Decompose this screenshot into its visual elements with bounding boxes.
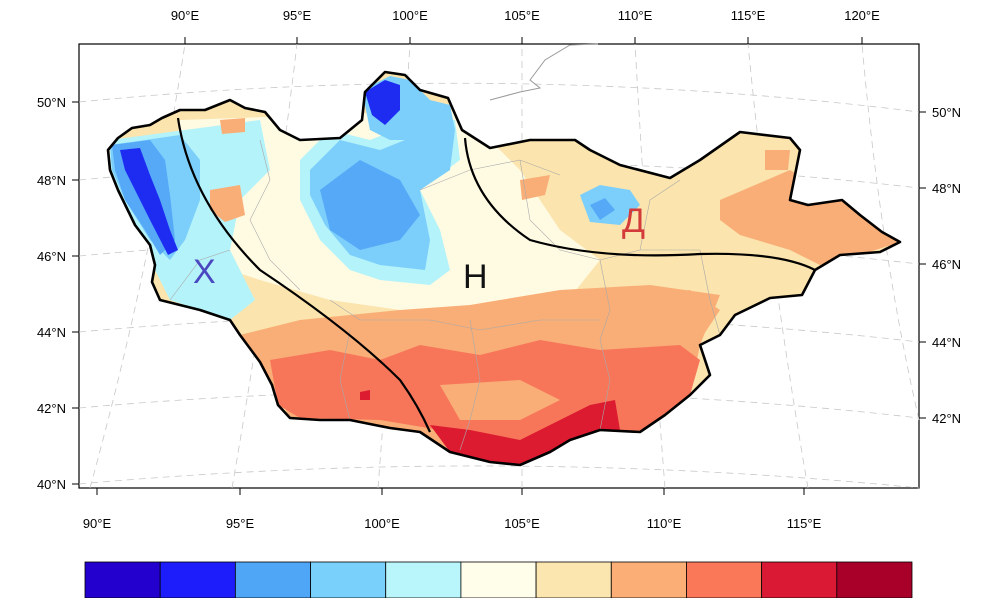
right-lat-label: 42°N (932, 411, 961, 426)
bottom-lon-label: 100°E (364, 516, 400, 531)
bottom-lon-label: 95°E (226, 516, 255, 531)
left-lat-label: 42°N (37, 401, 66, 416)
right-lat-axis: 50°N 48°N 46°N 44°N 42°N (919, 105, 961, 426)
right-lat-label: 44°N (932, 335, 961, 350)
top-lon-axis: 90°E 95°E 100°E 105°E 110°E 115°E 120°E (171, 8, 880, 44)
colorbar-swatch (761, 561, 838, 598)
bottom-lon-label: 115°E (787, 516, 822, 531)
right-lat-label: 46°N (932, 257, 961, 272)
top-lon-label: 115°E (731, 8, 766, 23)
zone-boundaries (176, 117, 816, 433)
province-boundaries (169, 139, 721, 451)
top-lon-label: 100°E (392, 8, 428, 23)
country-outline (106, 70, 902, 467)
right-lat-label: 50°N (932, 105, 961, 120)
colorbar-swatch (460, 561, 537, 598)
zone-label-x: Х (193, 253, 216, 291)
left-lat-label: 46°N (37, 249, 66, 264)
left-lat-label: 50°N (37, 95, 66, 110)
colorbar-swatch (385, 561, 462, 598)
colorbar-swatch (159, 561, 236, 598)
bottom-lon-label: 105°E (504, 516, 540, 531)
zone-label-n: Н (463, 258, 488, 296)
left-lat-label: 40°N (37, 477, 66, 492)
colorbar-swatch (535, 561, 612, 598)
colorbar-swatch (310, 561, 387, 598)
left-lat-label: 48°N (37, 173, 66, 188)
top-lon-label: 120°E (844, 8, 880, 23)
bottom-lon-label: 90°E (83, 516, 112, 531)
bottom-lon-label: 110°E (647, 516, 682, 531)
colorbar-swatch (234, 561, 311, 598)
top-lon-label: 95°E (283, 8, 312, 23)
top-lon-label: 110°E (618, 8, 653, 23)
colorbar (84, 561, 913, 598)
top-lon-label: 105°E (504, 8, 540, 23)
bottom-lon-axis: 90°E 95°E 100°E 105°E 110°E 115°E (83, 488, 822, 531)
left-lat-label: 44°N (37, 325, 66, 340)
colorbar-swatch (610, 561, 687, 598)
colorbar-swatch (84, 561, 161, 598)
right-lat-label: 48°N (932, 181, 961, 196)
left-lat-axis: 50°N 48°N 46°N 44°N 42°N 40°N (37, 95, 79, 492)
top-lon-label: 90°E (171, 8, 200, 23)
colorbar-swatch (836, 561, 913, 598)
colorbar-swatch (686, 561, 763, 598)
zone-label-d: Д (622, 202, 645, 240)
neighbor-border (489, 43, 599, 101)
